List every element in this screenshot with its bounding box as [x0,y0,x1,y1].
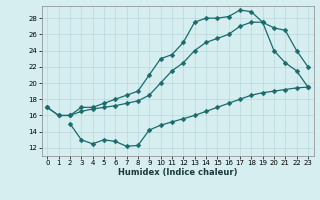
X-axis label: Humidex (Indice chaleur): Humidex (Indice chaleur) [118,168,237,177]
